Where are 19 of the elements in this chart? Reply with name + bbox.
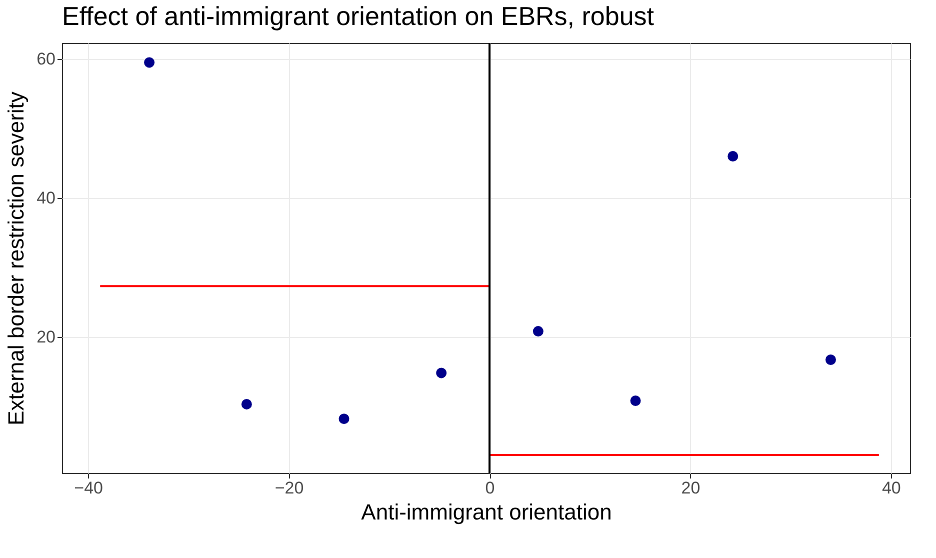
x-axis-title: Anti-immigrant orientation <box>361 500 612 524</box>
point <box>532 326 544 337</box>
point <box>144 57 155 68</box>
y-tick-label: 20 <box>36 327 56 346</box>
x-tick-label: −40 <box>74 478 104 498</box>
x-tick-label: −20 <box>274 478 304 498</box>
x-tick-label: 0 <box>485 478 495 498</box>
y-tick-label: 60 <box>36 49 56 68</box>
point <box>436 368 447 378</box>
point <box>630 396 641 406</box>
point <box>825 354 836 366</box>
point <box>338 414 350 424</box>
x-tick-label: 20 <box>681 478 700 498</box>
point <box>728 150 738 162</box>
x-tick-label: 40 <box>882 478 901 498</box>
y-axis-title: External border restriction severity <box>4 92 29 426</box>
y-tick-label: 40 <box>36 188 56 208</box>
point <box>241 398 252 410</box>
chart-title: Effect of anti-immigrant orientation on EBRs, robust <box>62 1 655 31</box>
